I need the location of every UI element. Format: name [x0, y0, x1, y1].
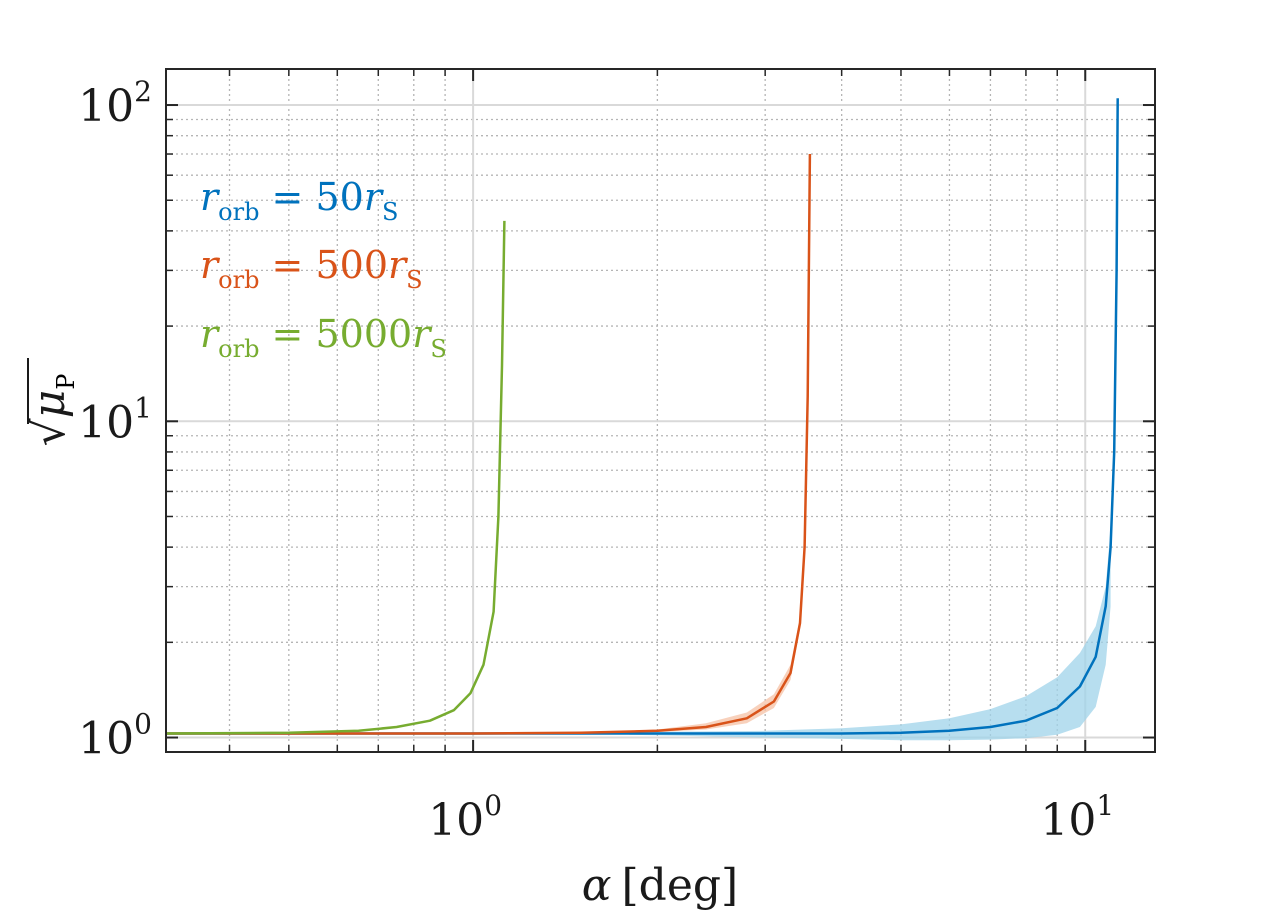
- x-axis-symbol: α: [582, 860, 612, 911]
- y-axis-label: √μP: [24, 358, 80, 446]
- legend-part: r: [388, 243, 409, 287]
- plot-background: [166, 69, 1155, 752]
- y-axis-radical: √: [24, 417, 75, 446]
- x-tick-exponent: 1: [1096, 789, 1114, 822]
- legend-part: r: [200, 312, 221, 356]
- legend-part: orb: [218, 198, 259, 226]
- legend-part: r: [200, 175, 221, 219]
- legend-part: S: [382, 198, 398, 226]
- y-axis-subscript: P: [52, 374, 80, 390]
- y-tick-label: 102: [78, 75, 152, 132]
- x-tick-label: 101: [1040, 789, 1114, 846]
- y-tick-label: 100: [78, 708, 152, 765]
- series-lines: [166, 98, 1119, 735]
- legend-part: =: [259, 175, 315, 219]
- legend-part: 5000: [315, 312, 412, 356]
- band-series-1: [629, 527, 1111, 741]
- x-tick-base: 10: [428, 795, 484, 846]
- axis-ticks: [166, 69, 1155, 753]
- legend-part: r: [364, 175, 385, 219]
- y-tick-exponent: 2: [134, 75, 152, 108]
- y-tick-base: 10: [78, 397, 134, 448]
- line-series-3: [166, 220, 506, 735]
- y-tick-base: 10: [78, 81, 134, 132]
- x-axis-unit: [deg]: [622, 860, 739, 911]
- legend-part: S: [406, 266, 422, 294]
- legend-part: S: [430, 335, 446, 363]
- y-axis-symbol: μ: [24, 390, 75, 419]
- x-tick-base: 10: [1040, 795, 1096, 846]
- y-tick-exponent: 0: [134, 708, 152, 741]
- legend-entry-2: rorb = 500rS: [200, 243, 423, 294]
- major-grid: [166, 69, 1155, 752]
- legend-entry-1: rorb = 50rS: [200, 175, 398, 226]
- minor-grid: [166, 69, 1155, 753]
- y-tick-exponent: 1: [134, 391, 152, 424]
- legend-entry-3: rorb = 5000rS: [200, 312, 447, 363]
- y-tick-label: 101: [78, 391, 152, 448]
- x-axis-label: α [deg]: [582, 860, 738, 911]
- svg-text:√μP: √μP: [24, 374, 80, 447]
- plot-frame: [165, 68, 1156, 753]
- line-series-2: [166, 153, 812, 735]
- legend-part: 500: [315, 243, 388, 287]
- y-tick-base: 10: [78, 714, 134, 765]
- legend-part: =: [259, 243, 315, 287]
- legend-part: r: [200, 243, 221, 287]
- legend-part: =: [259, 312, 315, 356]
- legend-part: orb: [218, 266, 259, 294]
- uncertainty-bands: [598, 527, 1111, 741]
- legend-part: 50: [315, 175, 363, 219]
- line-series-1: [166, 98, 1119, 735]
- legend-part: orb: [218, 335, 259, 363]
- x-tick-label: 100: [428, 789, 502, 846]
- x-tick-exponent: 0: [484, 789, 502, 822]
- legend-part: r: [412, 312, 433, 356]
